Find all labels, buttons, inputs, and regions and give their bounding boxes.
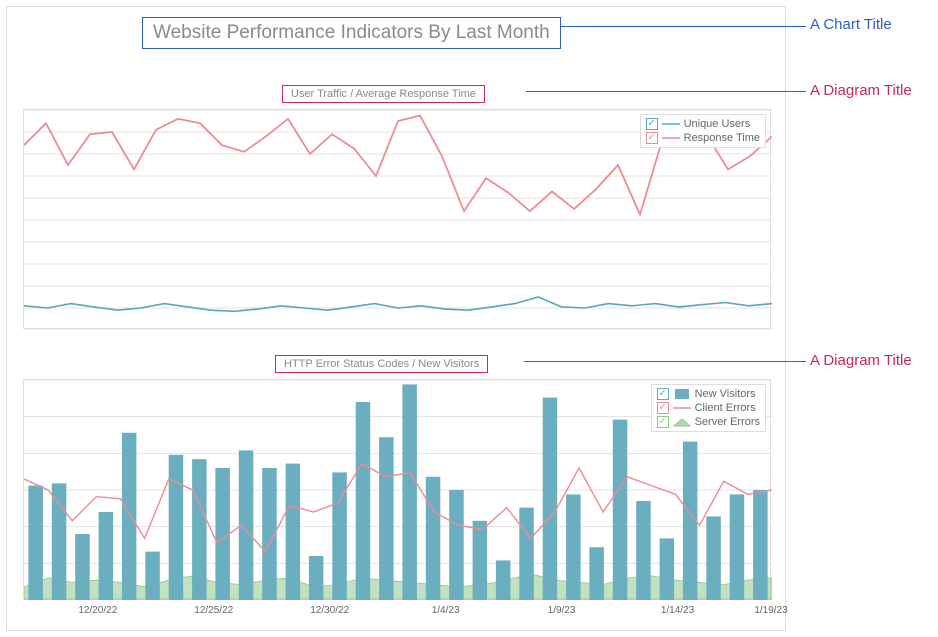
annotation-diagram-title-2: A Diagram Title [810,352,912,369]
annotation-connector [526,91,806,92]
legend-1: ✓ Unique Users ✓ Response Time [640,114,766,148]
x-tick-label: 1/19/23 [754,605,787,616]
annotation-chart-title: A Chart Title [810,16,892,33]
diagram-title-1: User Traffic / Average Response Time [282,85,485,103]
legend-swatch [662,119,680,129]
legend-checkbox-icon[interactable]: ✓ [657,388,669,400]
legend-item[interactable]: ✓ Response Time [643,131,763,145]
legend-swatch [673,417,691,427]
legend-label: New Visitors [695,388,756,400]
legend-2: ✓ New Visitors ✓ Client Errors ✓ Server Error… [651,384,766,432]
x-tick-label: 12/25/22 [194,605,233,616]
legend-checkbox-icon[interactable]: ✓ [646,132,658,144]
legend-item[interactable]: ✓ Unique Users [643,117,763,131]
legend-item[interactable]: ✓ Server Errors [654,415,763,429]
legend-label: Client Errors [695,402,756,414]
annotation-diagram-title-1: A Diagram Title [810,82,912,99]
chart-area: Website Performance Indicators By Last M… [6,6,786,631]
legend-item[interactable]: ✓ Client Errors [654,401,763,415]
legend-label: Response Time [684,132,760,144]
legend-item[interactable]: ✓ New Visitors [654,387,763,401]
chart-panel-traffic: ✓ Unique Users ✓ Response Time [23,109,771,329]
legend-checkbox-icon[interactable]: ✓ [657,416,669,428]
legend-swatch [673,403,691,413]
x-tick-label: 1/14/23 [661,605,694,616]
annotation-connector [524,361,806,362]
annotation-connector [560,26,806,27]
x-tick-label: 12/20/22 [78,605,117,616]
legend-label: Server Errors [695,416,760,428]
legend-checkbox-icon[interactable]: ✓ [657,402,669,414]
diagram-title-2: HTTP Error Status Codes / New Visitors [275,355,488,373]
x-tick-label: 12/30/22 [310,605,349,616]
x-tick-label: 1/4/23 [432,605,460,616]
chart-panel-errors: ✓ New Visitors ✓ Client Errors ✓ Server Error… [23,379,771,599]
x-tick-label: 1/9/23 [548,605,576,616]
legend-swatch [662,133,680,143]
legend-checkbox-icon[interactable]: ✓ [646,118,658,130]
legend-label: Unique Users [684,118,751,130]
chart-title: Website Performance Indicators By Last M… [142,17,561,49]
legend-swatch [673,389,691,399]
